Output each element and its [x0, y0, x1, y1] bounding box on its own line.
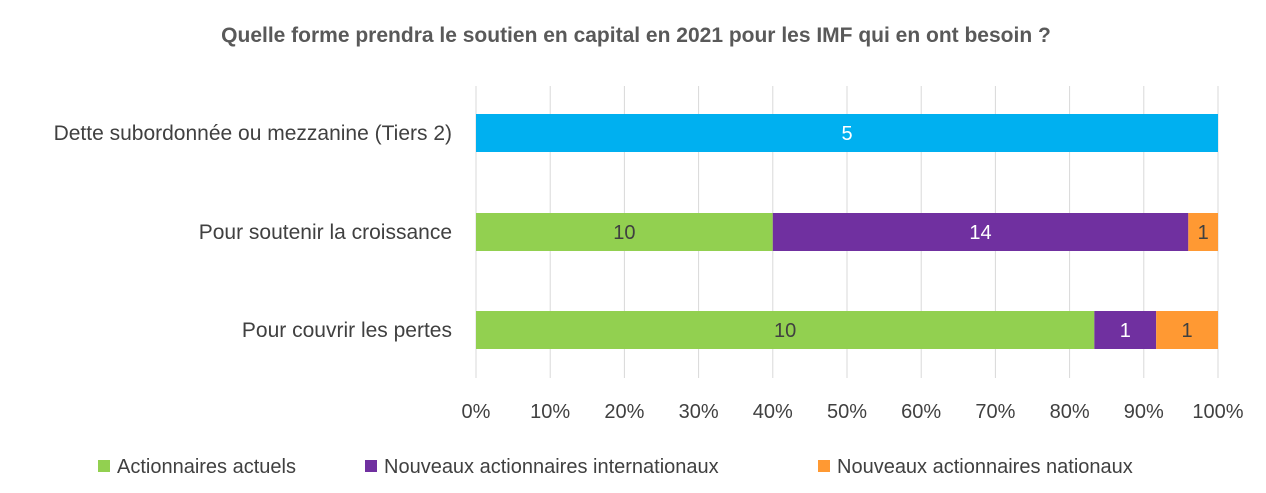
data-label: 5	[841, 123, 852, 145]
legend-label: Nouveaux actionnaires internationaux	[384, 456, 719, 478]
category-labels: Dette subordonnée ou mezzanine (Tiers 2)…	[54, 122, 452, 342]
legend-label: Nouveaux actionnaires nationaux	[837, 456, 1133, 478]
x-axis-ticks: 0% 10% 20% 30% 40% 50% 60% 70% 80% 90% 100%	[462, 401, 1244, 423]
bar-segment	[1094, 311, 1157, 349]
data-label: 10	[613, 222, 635, 244]
x-tick-label: 100%	[1192, 401, 1243, 423]
data-label: 10	[774, 320, 796, 342]
x-tick-label: 20%	[604, 401, 644, 423]
x-tick-label: 10%	[530, 401, 570, 423]
data-label: 14	[969, 222, 991, 244]
category-label: Dette subordonnée ou mezzanine (Tiers 2)	[54, 122, 452, 145]
x-tick-label: 90%	[1124, 401, 1164, 423]
legend-swatch	[365, 460, 377, 472]
bar-segment	[476, 114, 1218, 152]
x-tick-label: 80%	[1050, 401, 1090, 423]
bar-segment	[1188, 213, 1218, 251]
bar-segment	[476, 213, 773, 251]
chart-title: Quelle forme prendra le soutien en capit…	[221, 24, 1051, 47]
x-tick-label: 0%	[462, 401, 491, 423]
data-label: 1	[1198, 222, 1209, 244]
x-tick-label: 70%	[975, 401, 1015, 423]
plot-area: 5 10 14 1 10 1 1	[476, 114, 1218, 349]
legend-swatch	[98, 460, 110, 472]
legend: Actionnaires actuels Nouveaux actionnaire…	[98, 456, 1133, 478]
x-tick-label: 60%	[901, 401, 941, 423]
x-tick-label: 30%	[679, 401, 719, 423]
bar-segment	[1156, 311, 1218, 349]
data-label: 1	[1120, 320, 1131, 342]
category-label: Pour soutenir la croissance	[199, 221, 452, 244]
bar-segment	[772, 213, 1189, 251]
x-tick-label: 40%	[753, 401, 793, 423]
legend-swatch	[818, 460, 830, 472]
category-label: Pour couvrir les pertes	[242, 319, 452, 342]
x-tick-label: 50%	[827, 401, 867, 423]
bar-segment	[476, 311, 1095, 349]
legend-label: Actionnaires actuels	[117, 456, 296, 478]
data-label: 1	[1182, 320, 1193, 342]
